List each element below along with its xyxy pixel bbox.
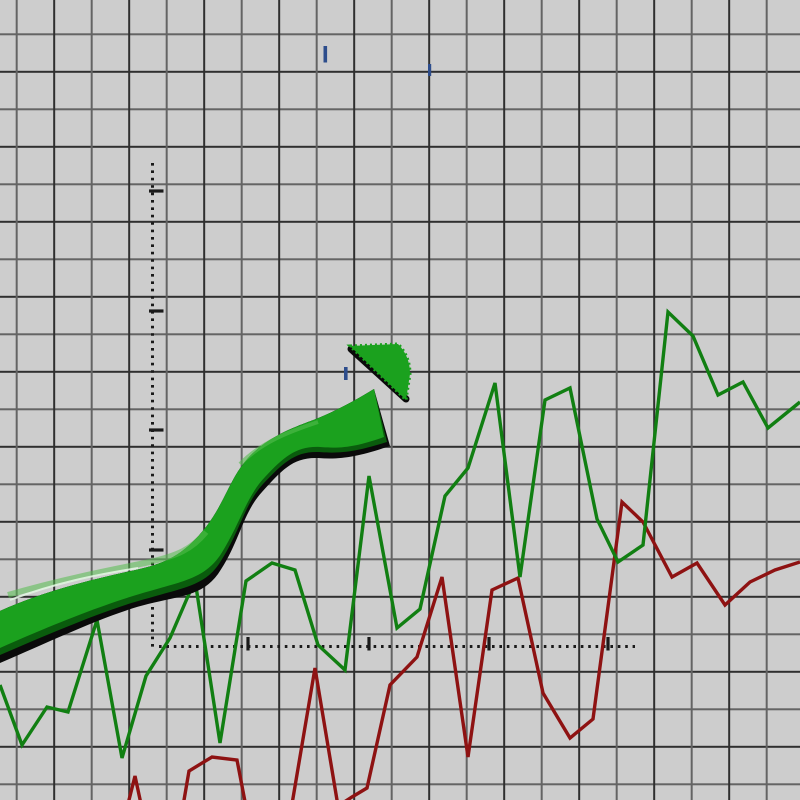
green-series-line	[0, 308, 800, 759]
blue-marker-top-right	[428, 64, 432, 76]
line-series-layer	[0, 308, 800, 800]
growth-arrow-ribbon	[0, 389, 384, 648]
growth-arrow-highlight-line	[9, 567, 139, 601]
blue-markers-layer	[323, 46, 432, 380]
growth-arrow-highlight-mid	[238, 420, 319, 466]
red-series-line	[127, 498, 800, 800]
blue-marker-top-left	[323, 46, 328, 63]
sketch-axes	[149, 163, 635, 651]
blue-marker-near-arrowhead	[344, 367, 348, 380]
arrowhead-icon	[346, 342, 412, 404]
growth-arrow-highlight-band	[7, 530, 209, 598]
growth-arrow	[0, 342, 412, 663]
